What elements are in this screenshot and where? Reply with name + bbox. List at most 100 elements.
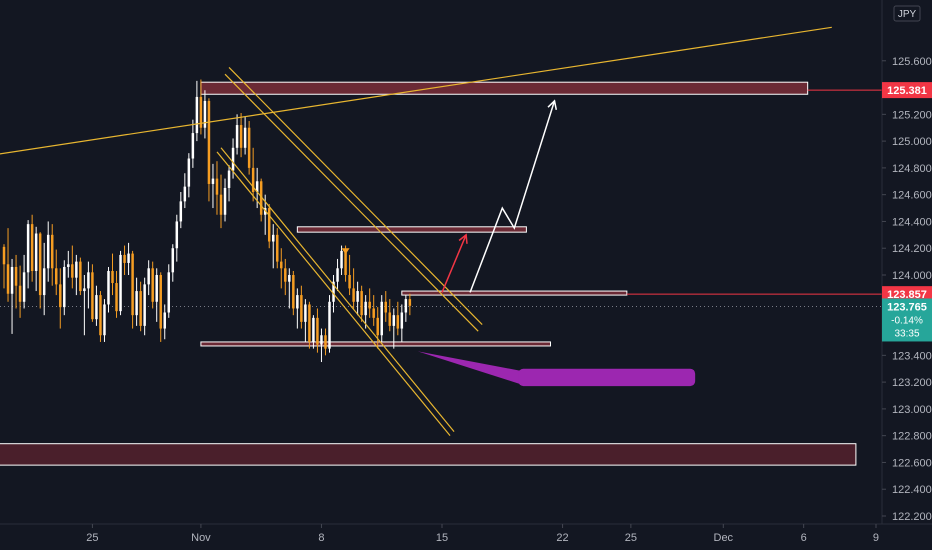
- y-tick-label: 123.000: [892, 404, 932, 416]
- candle-body: [388, 312, 392, 326]
- demand-zone[interactable]: [0, 443, 857, 466]
- candle-body: [324, 335, 327, 349]
- candle-body: [143, 284, 146, 326]
- candle-body: [34, 233, 38, 271]
- candle-body: [312, 317, 315, 342]
- candle-body: [243, 127, 247, 148]
- top-supply-zone[interactable]: [200, 81, 809, 95]
- candle-body: [247, 127, 251, 168]
- candle-body: [139, 291, 142, 326]
- candle-body: [63, 266, 66, 308]
- red-projection-arrow-head: [458, 233, 468, 244]
- currency-badge[interactable]: [893, 5, 921, 22]
- candle-body: [38, 233, 42, 296]
- candle-body: [67, 264, 70, 267]
- candle-body: [219, 194, 223, 215]
- y-tick-label: 123.400: [892, 350, 932, 362]
- y-tick-label: 124.200: [892, 243, 932, 255]
- time-axis-panel[interactable]: [0, 524, 932, 550]
- y-tick-label: 124.600: [892, 190, 932, 202]
- breakout-zone[interactable]: [401, 290, 628, 296]
- red-projection-arrow[interactable]: [441, 234, 467, 293]
- breakout-level-tag[interactable]: [882, 286, 932, 303]
- candle-body: [408, 299, 412, 306]
- candle-body: [320, 335, 323, 345]
- candle-body: [59, 284, 62, 308]
- candle-body: [360, 291, 363, 316]
- white-projection-arrow[interactable]: [469, 100, 556, 293]
- candle-body: [179, 201, 183, 222]
- channel-upper-line[interactable]: [224, 73, 479, 332]
- x-tick-label: 25: [625, 532, 637, 544]
- signal-marker-icon: [341, 248, 350, 255]
- rising-trendline[interactable]: [0, 26, 832, 155]
- candle-body: [332, 281, 335, 302]
- candle-body: [304, 304, 307, 322]
- current-price-tag[interactable]: [882, 298, 932, 342]
- y-tick-label: 122.800: [892, 431, 932, 443]
- candle-body: [251, 167, 255, 192]
- purple-callout[interactable]: [518, 368, 696, 387]
- candle-body: [115, 283, 118, 312]
- candle-body: [99, 295, 102, 336]
- candle-body: [392, 315, 396, 326]
- candle-body: [22, 272, 26, 302]
- candle-body: [400, 312, 404, 329]
- candle-body: [271, 234, 275, 242]
- candle-body: [2, 246, 6, 265]
- candle-body: [135, 291, 138, 316]
- candle-body: [276, 234, 279, 262]
- candle-body: [364, 301, 367, 316]
- channel-lower-line-2[interactable]: [220, 147, 455, 433]
- candle-body: [284, 268, 287, 282]
- candle-body: [187, 158, 191, 187]
- candle-body: [83, 288, 86, 292]
- breakout-level-tag-label: 123.857: [887, 289, 927, 301]
- candle-body: [316, 317, 319, 345]
- candle-body: [55, 268, 58, 285]
- candle-body: [227, 170, 231, 188]
- candle-body: [167, 272, 171, 313]
- x-tick-label: 25: [86, 532, 98, 544]
- projections-layer: [341, 99, 558, 293]
- candle-body: [296, 295, 299, 309]
- resistance-top-tag[interactable]: [882, 82, 932, 99]
- y-tick-label: 125.200: [892, 109, 932, 121]
- candle-body: [155, 275, 158, 302]
- zones-layer: [0, 81, 857, 466]
- candle-body: [127, 253, 130, 263]
- candle-body: [79, 261, 82, 292]
- candle-body: [195, 96, 199, 134]
- candle-body: [328, 301, 331, 349]
- candle-body: [239, 125, 243, 148]
- price-change-label: -0.14%: [891, 315, 923, 326]
- candle-body: [191, 133, 195, 159]
- x-tick-label: Nov: [191, 532, 211, 544]
- candle-body: [175, 221, 179, 249]
- candle-body: [259, 181, 263, 215]
- price-axis-panel[interactable]: [882, 0, 932, 524]
- candle-body: [255, 181, 259, 192]
- candle-body: [404, 299, 408, 313]
- resistance-top-tag-label: 125.381: [887, 85, 927, 97]
- x-tick-label: 6: [801, 532, 807, 544]
- callout-pointer: [417, 351, 521, 385]
- callout-layer: [417, 351, 696, 387]
- candle-body: [340, 250, 343, 269]
- candles-layer: [2, 79, 412, 363]
- bar-countdown-label: 33:35: [894, 328, 919, 339]
- channel-lower-line[interactable]: [216, 151, 451, 437]
- candle-body: [30, 224, 34, 271]
- y-tick-label: 122.400: [892, 484, 932, 496]
- candle-body: [147, 268, 150, 285]
- candle-body: [119, 254, 122, 312]
- candle-body: [159, 275, 162, 329]
- middle-zone[interactable]: [296, 226, 527, 233]
- candle-body: [280, 261, 283, 269]
- x-tick-label: 15: [436, 532, 448, 544]
- y-tick-label: 122.600: [892, 457, 932, 469]
- y-tick-label: 125.600: [892, 56, 932, 68]
- channel-upper-line-2[interactable]: [228, 67, 483, 325]
